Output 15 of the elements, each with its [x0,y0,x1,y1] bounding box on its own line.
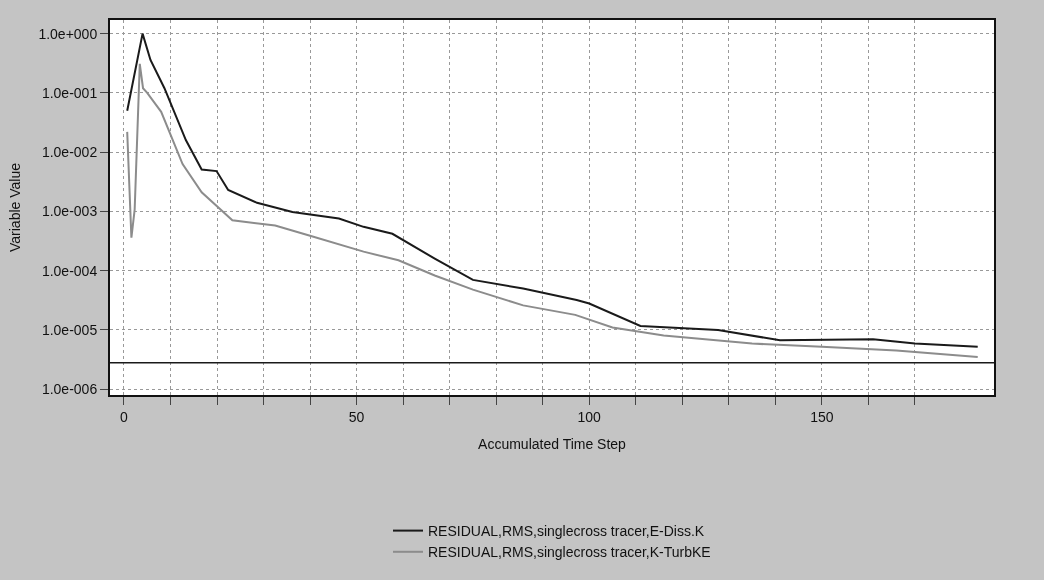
y-tick-label: 1.0e-003 [41,203,98,220]
y-axis-title: Variable Value [6,162,23,252]
y-tick-label: 1.0e-004 [41,262,98,279]
x-axis-title: Accumulated Time Step [478,435,627,452]
x-tick-label: 50 [348,408,365,425]
legend-label: RESIDUAL,RMS,singlecross tracer,E-Diss.K [428,523,705,540]
y-tick-label: 1.0e-001 [41,84,98,101]
y-tick-label: 1.0e+000 [38,25,98,42]
legend-label: RESIDUAL,RMS,singlecross tracer,K-TurbKE [428,544,711,561]
x-tick-label: 0 [120,408,129,425]
y-tick-label: 1.0e-006 [41,381,98,398]
x-tick-label: 150 [810,408,834,425]
x-tick-label: 100 [577,408,602,425]
y-tick-label: 1.0e-002 [41,144,98,161]
y-tick-label: 1.0e-005 [41,321,98,338]
